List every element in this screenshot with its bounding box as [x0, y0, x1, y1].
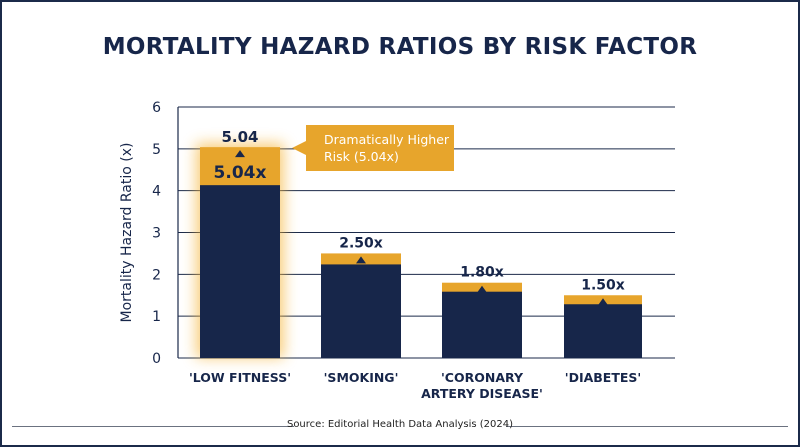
source-rule-right [506, 426, 788, 427]
source-footer: Source: Editorial Health Data Analysis (… [0, 417, 800, 435]
y-axis-title: Mortality Hazard Ratio (x) [119, 143, 135, 323]
bar-marker [598, 298, 608, 306]
bar-2 [442, 282, 522, 358]
callout-pointer [292, 141, 306, 155]
category-label: 'CORONARY [441, 370, 524, 385]
source-rule-left [12, 426, 294, 427]
data-label: 1.50x [581, 277, 625, 293]
y-tick-label: 0 [152, 351, 161, 367]
bar-body [442, 291, 522, 358]
bar-marker [477, 285, 487, 293]
data-label: 1.80x [460, 265, 504, 281]
bar-marker [356, 256, 366, 264]
category-label: 'LOW FITNESS' [189, 370, 291, 385]
bar-3 [564, 295, 642, 358]
category-label: ARTERY DISEASE' [421, 386, 543, 401]
bar-body [564, 304, 642, 358]
y-axis: 0 1 2 3 4 5 6 Mortality Hazard Ratio (x) [119, 100, 179, 367]
peak-value-label: 5.04 [221, 128, 258, 146]
callout-line-2: Risk (5.04x) [324, 149, 399, 164]
y-tick-label: 5 [152, 142, 161, 158]
data-label: 5.04x [214, 163, 267, 183]
bar-body [321, 264, 401, 358]
category-label: 'DIABETES' [565, 370, 642, 385]
callout-box [306, 125, 454, 171]
bar-1 [321, 253, 401, 358]
data-label: 2.50x [339, 235, 383, 251]
callout-text: Dramatically Higher Risk (5.04x) [324, 132, 450, 164]
y-tick-label: 2 [152, 267, 161, 283]
y-tick-label: 1 [152, 309, 161, 325]
data-labels: 5.04 5.04x 2.50x 1.80x 1.50x [214, 128, 625, 306]
callout: Dramatically Higher Risk (5.04x) [292, 125, 454, 171]
bar-0 [196, 143, 284, 358]
chart-title: MORTALITY HAZARD RATIOS BY RISK FACTOR [102, 34, 698, 60]
category-label: 'SMOKING' [324, 370, 399, 385]
bar-marker [235, 150, 245, 158]
bar-body [200, 185, 280, 358]
y-tick-label: 4 [152, 184, 161, 200]
bars [196, 143, 642, 358]
source-text: Source: Editorial Health Data Analysis (… [286, 419, 514, 430]
y-tick-label: 6 [152, 100, 161, 116]
callout-line-1: Dramatically Higher [324, 132, 450, 147]
y-tick-label: 3 [152, 226, 161, 242]
